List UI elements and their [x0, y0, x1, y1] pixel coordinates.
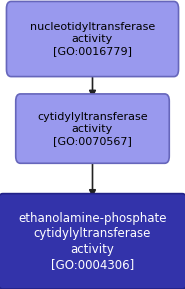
Text: nucleotidyltransferase
activity
[GO:0016779]: nucleotidyltransferase activity [GO:0016…: [30, 22, 155, 56]
FancyBboxPatch shape: [0, 194, 185, 289]
FancyBboxPatch shape: [6, 1, 179, 77]
FancyBboxPatch shape: [16, 94, 169, 163]
Text: cytidylyltransferase
activity
[GO:0070567]: cytidylyltransferase activity [GO:007056…: [37, 112, 148, 146]
Text: ethanolamine-phosphate
cytidylyltransferase
activity
[GO:0004306]: ethanolamine-phosphate cytidylyltransfer…: [18, 212, 167, 271]
